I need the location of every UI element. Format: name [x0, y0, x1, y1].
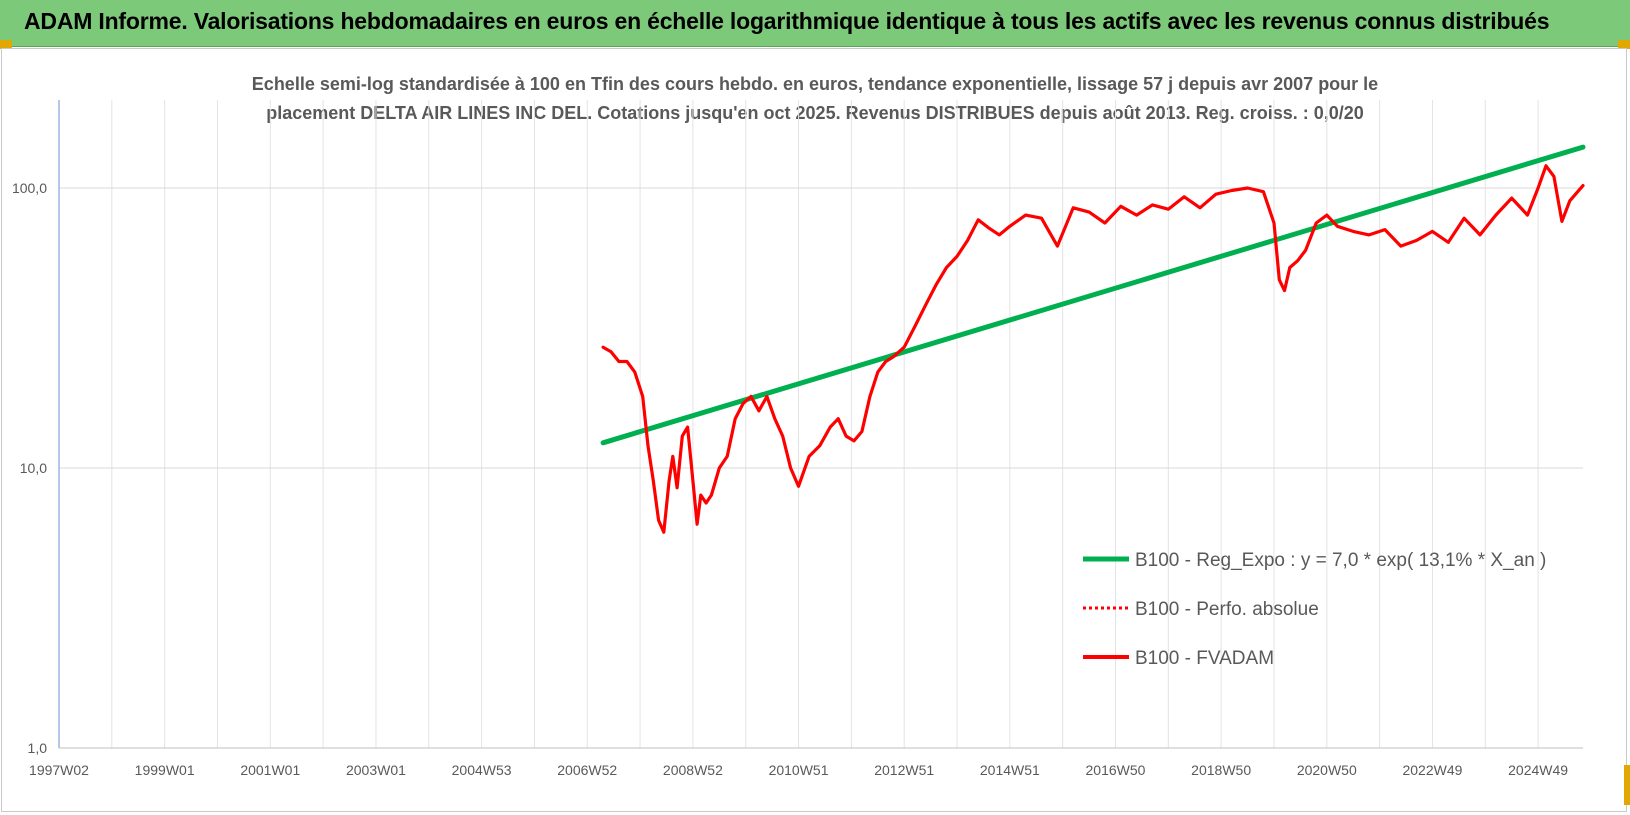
series-line-2	[601, 164, 1585, 534]
x-tick-label: 2016W50	[1086, 762, 1146, 778]
gridlines	[58, 100, 1583, 749]
x-tick-label: 2008W52	[663, 762, 723, 778]
x-tick-label: 2020W50	[1297, 762, 1357, 778]
x-tick-label: 2001W01	[240, 762, 300, 778]
x-tick-label: 2024W49	[1508, 762, 1568, 778]
legend-label-2: B100 - FVADAM	[1135, 648, 1274, 669]
series-line-0	[600, 144, 1586, 446]
x-tick-label: 1997W02	[29, 762, 89, 778]
x-tick-label: 2006W52	[557, 762, 617, 778]
x-tick-label: 1999W01	[135, 762, 195, 778]
x-tick-label: 2018W50	[1191, 762, 1251, 778]
legend: B100 - Reg_Expo : y = 7,0 * exp( 13,1% *…	[1083, 550, 1546, 669]
title-banner: ADAM Informe. Valorisations hebdomadaire…	[0, 0, 1630, 47]
x-tick-label: 2010W51	[769, 762, 829, 778]
series-lines	[600, 144, 1586, 534]
y-tick-label: 1,0	[28, 740, 48, 756]
y-tick-label: 10,0	[20, 460, 47, 476]
x-tick-label: 2004W53	[452, 762, 512, 778]
x-tick-label: 2003W01	[346, 762, 406, 778]
chart-subtitle-line-2: placement DELTA AIR LINES INC DEL. Cotat…	[266, 103, 1364, 123]
corner-marker-bottom-right	[1624, 765, 1630, 805]
corner-marker-right	[1618, 40, 1630, 49]
corner-marker-left	[0, 40, 12, 49]
x-tick-label: 2012W51	[874, 762, 934, 778]
x-tick-label: 2022W49	[1402, 762, 1462, 778]
chart-frame	[1, 48, 1627, 812]
report-title: ADAM Informe. Valorisations hebdomadaire…	[24, 8, 1550, 34]
y-tick-label: 100,0	[12, 180, 47, 196]
legend-label-1: B100 - Perfo. absolue	[1135, 599, 1319, 620]
axes: 1,0 10,0 100,0 1997W02 1999W01 2001W01 2003W01…	[12, 100, 1583, 778]
chart-subtitle-line-1: Echelle semi-log standardisée à 100 en T…	[251, 74, 1379, 94]
chart-subtitle: Echelle semi-log standardisée à 100 en T…	[200, 70, 1430, 128]
x-tick-label: 2014W51	[980, 762, 1040, 778]
legend-label-0: B100 - Reg_Expo : y = 7,0 * exp( 13,1% *…	[1135, 550, 1546, 571]
